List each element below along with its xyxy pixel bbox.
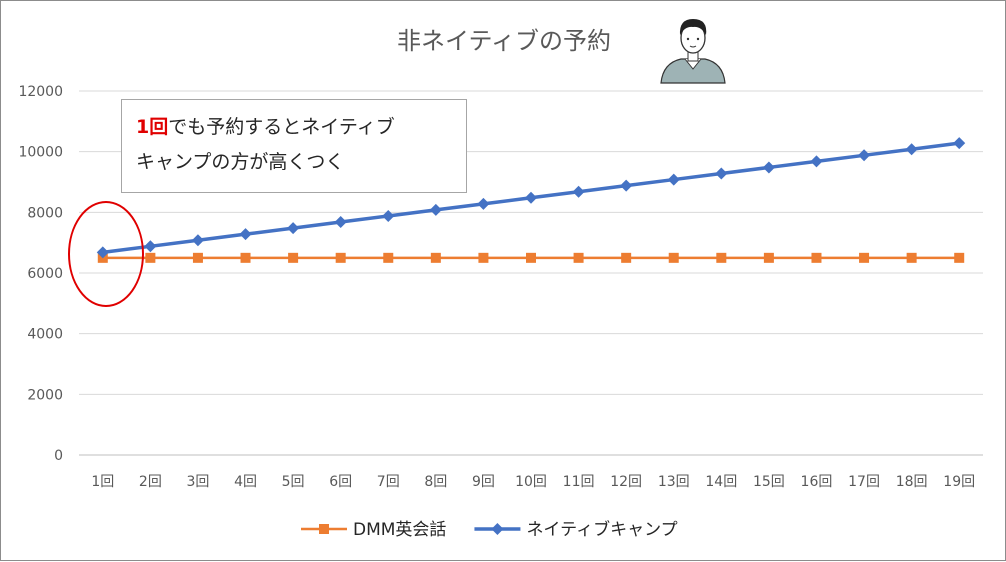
y-tick-label: 4000: [27, 327, 63, 343]
data-point-diamond: [762, 161, 775, 174]
y-tick-label: 8000: [27, 205, 63, 221]
data-point-diamond: [429, 203, 442, 216]
x-tick-label: 10回: [515, 474, 547, 490]
y-tick-label: 12000: [18, 84, 63, 100]
data-point-diamond: [287, 222, 300, 235]
data-point-square: [288, 252, 299, 263]
x-tick-label: 12回: [610, 474, 642, 490]
y-tick-label: 10000: [18, 145, 63, 161]
data-point-square: [763, 252, 774, 263]
x-tick-label: 18回: [896, 474, 928, 490]
x-tick-label: 4回: [234, 474, 257, 490]
callout-line2: キャンプの方が高くつく: [136, 151, 345, 173]
data-point-square: [478, 252, 489, 263]
x-tick-label: 14回: [705, 474, 737, 490]
data-point-diamond: [96, 246, 109, 259]
x-tick-label: 6回: [329, 474, 352, 490]
data-point-diamond: [620, 179, 633, 192]
data-point-diamond: [144, 240, 157, 253]
data-point-square: [859, 252, 870, 263]
y-tick-label: 6000: [27, 266, 63, 282]
data-point-diamond: [334, 216, 347, 229]
x-tick-label: 2回: [139, 474, 162, 490]
data-point-square: [383, 252, 394, 263]
data-point-diamond: [382, 209, 395, 222]
data-point-square: [430, 252, 441, 263]
x-tick-label: 9回: [472, 474, 495, 490]
data-point-diamond: [953, 137, 966, 150]
data-point-diamond: [239, 228, 252, 241]
legend-marker-square: [319, 524, 329, 534]
data-point-square: [621, 252, 632, 263]
legend-marker-diamond: [491, 523, 504, 535]
x-tick-label: 3回: [186, 474, 209, 490]
x-tick-label: 19回: [943, 474, 975, 490]
data-point-diamond: [905, 143, 918, 156]
y-tick-label: 0: [54, 448, 63, 464]
x-tick-label: 1回: [91, 474, 114, 490]
data-point-diamond: [715, 167, 728, 180]
callout-line1: でも予約するとネイティブ: [168, 116, 395, 138]
chart-title: 非ネイティブの予約: [397, 27, 611, 55]
legend-label: DMM英会話: [353, 520, 446, 540]
data-point-square: [526, 252, 536, 263]
x-tick-label: 13回: [658, 474, 690, 490]
data-point-diamond: [858, 149, 871, 162]
annotation-callout: 1回でも予約するとネイティブ キャンプの方が高くつく: [121, 99, 467, 193]
data-point-square: [335, 252, 346, 263]
data-point-square: [811, 252, 822, 263]
x-tick-label: 8回: [424, 474, 447, 490]
x-tick-label: 11回: [563, 474, 595, 490]
data-point-diamond: [525, 191, 537, 204]
data-point-diamond: [810, 155, 823, 168]
y-tick-label: 2000: [27, 387, 63, 403]
x-tick-label: 16回: [801, 474, 833, 490]
data-point-square: [954, 252, 965, 263]
data-point-diamond: [191, 234, 204, 247]
data-point-diamond: [572, 185, 585, 198]
data-point-square: [240, 252, 251, 263]
legend-label: ネイティブキャンプ: [526, 519, 677, 540]
data-point-square: [906, 252, 917, 263]
annotation-circle: [68, 201, 144, 307]
data-point-square: [668, 252, 679, 263]
person-illustration-icon: [660, 19, 726, 84]
callout-highlight: 1回: [136, 116, 169, 138]
data-point-diamond: [477, 197, 490, 210]
x-tick-label: 7回: [377, 474, 400, 490]
data-point-square: [573, 252, 584, 263]
data-point-square: [192, 252, 203, 263]
x-tick-label: 15回: [753, 474, 785, 490]
data-point-square: [716, 252, 727, 263]
data-point-square: [145, 252, 156, 263]
x-tick-label: 5回: [282, 474, 305, 490]
x-tick-label: 17回: [848, 474, 880, 490]
data-point-diamond: [667, 173, 680, 186]
